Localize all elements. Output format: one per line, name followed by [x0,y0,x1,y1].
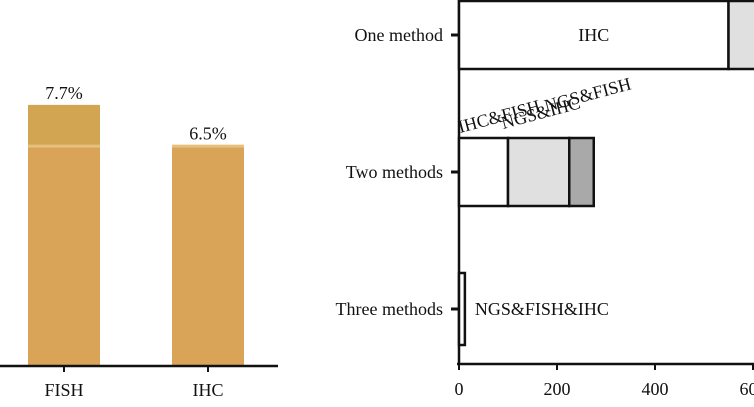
x-tick-label: 200 [544,379,571,399]
data-label: 7.7% [45,83,83,103]
bar-band [172,144,244,148]
segment-1-1 [506,136,571,208]
bar-fish-upper [28,104,100,146]
segment-1-0 [457,136,510,208]
segment-label-three: NGS&FISH&IHC [475,299,609,319]
y-tick-label: Two methods [346,162,443,182]
x-tick-label: 600 [740,379,754,399]
x-tick-label: 0 [455,379,464,399]
left-bar-chart: 7.7% FISH 6.5% IHC [0,83,278,400]
data-label: 6.5% [189,124,227,144]
y-tick-label: One method [355,25,443,45]
segment-2-0 [457,271,467,347]
segment-0-1 [727,0,754,71]
segment-label-ihc: IHC [578,25,609,45]
segment-label-2: NGS&FISH [542,74,633,116]
x-tick-label: 400 [642,379,669,399]
x-tick-label: FISH [44,380,83,400]
y-tick-label: Three methods [336,299,443,319]
bar-fish [28,104,100,366]
bar-band [28,144,100,148]
bar-ihc [172,145,244,366]
x-tick-label: IHC [193,380,224,400]
segment-1-2 [568,136,595,208]
right-stacked-bar-chart: 0 200 400 600 One method Two methods Three met… [336,0,754,399]
